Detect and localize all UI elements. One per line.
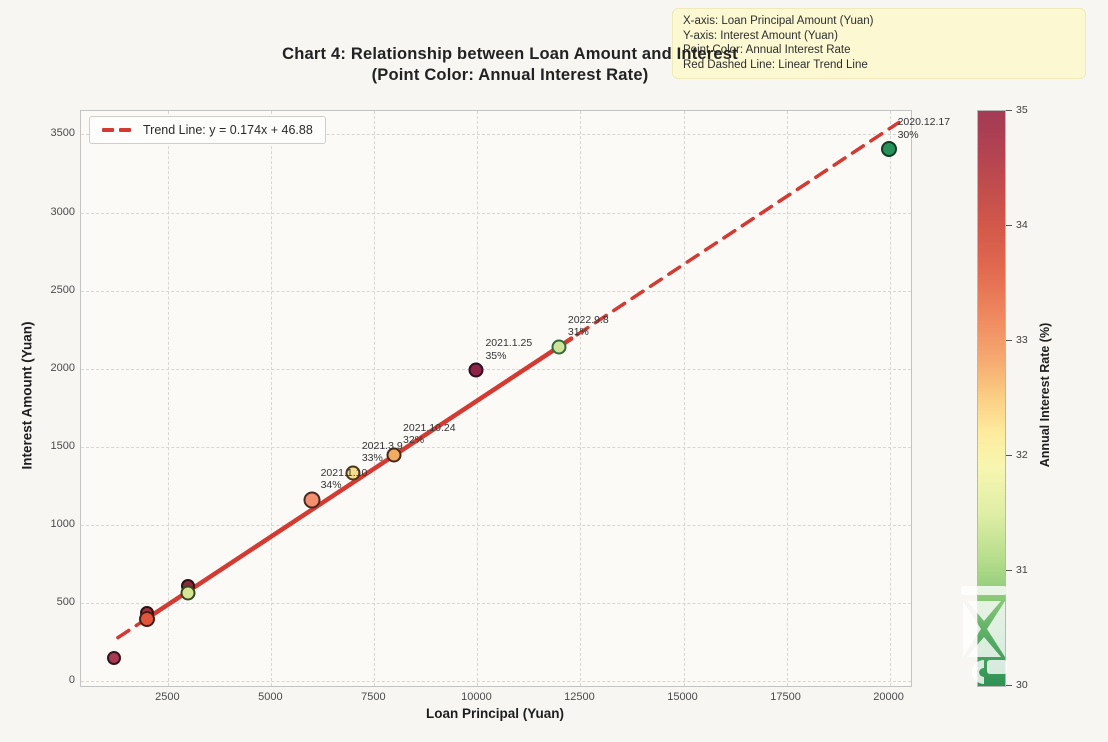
colorbar (977, 110, 1006, 687)
colorbar-tick (1006, 685, 1012, 686)
y-tick-label: 3500 (50, 127, 75, 140)
gridline-horizontal (81, 212, 911, 214)
colorbar-tick-label: 33 (1016, 334, 1028, 346)
annotation-date: 2022.9.8 (567, 313, 609, 326)
gridline-vertical (374, 111, 376, 686)
point-annotation: 2021.10.24 32% (403, 422, 456, 447)
info-line-yaxis: Y-axis: Interest Amount (Yuan) (683, 29, 838, 42)
gridline-vertical (271, 111, 273, 686)
trend-legend: Trend Line: y = 0.174x + 46.88 (89, 116, 326, 144)
plot-area: Trend Line: y = 0.174x + 46.88 (80, 110, 912, 687)
x-axis-label: Loan Principal (Yuan) (425, 706, 565, 721)
chart-title: Chart 4: Relationship between Loan Amoun… (60, 44, 960, 86)
trend-legend-label: Trend Line: y = 0.174x + 46.88 (143, 123, 313, 137)
annotation-date: 2021.1.10 (320, 466, 368, 479)
info-box: X-axis: Loan Principal Amount (Yuan) Y-a… (672, 8, 1086, 79)
gridline-horizontal (81, 525, 911, 527)
data-point (303, 491, 321, 509)
chart-title-line2: (Point Color: Annual Interest Rate) (371, 66, 649, 84)
gridline-vertical (580, 111, 582, 686)
point-annotation: 2021.1.25 35% (485, 337, 532, 362)
annotation-rate: 35% (485, 349, 507, 362)
y-tick-label: 2500 (50, 283, 75, 296)
colorbar-tick-label: 31 (1016, 564, 1028, 576)
y-tick-label: 0 (68, 674, 75, 687)
annotation-date: 2021.3.9 (361, 439, 403, 452)
colorbar-tick (1006, 455, 1012, 456)
info-line-pointcolor: Point Color: Annual Interest Rate (683, 44, 851, 56)
gridline-vertical (477, 111, 479, 686)
gridline-horizontal (81, 603, 911, 605)
y-tick-label: 3000 (50, 205, 75, 218)
colorbar-tick-label: 35 (1016, 104, 1028, 116)
annotation-rate: 30% (897, 128, 919, 141)
annotation-date: 2021.1.25 (485, 337, 533, 350)
point-annotation: 2021.3.9 33% (362, 440, 403, 465)
annotation-rate: 34% (320, 479, 342, 492)
point-annotation: 2022.9.8 31% (568, 314, 609, 339)
annotation-rate: 31% (567, 326, 589, 339)
gridline-horizontal (81, 368, 911, 370)
data-point (468, 362, 484, 378)
colorbar-tick (1006, 570, 1012, 571)
data-point (138, 610, 155, 627)
annotation-rate: 33% (361, 452, 383, 464)
annotation-date: 2020.12.17 (897, 116, 951, 129)
info-line-xaxis: X-axis: Loan Principal Amount (Yuan) (683, 15, 874, 27)
gridline-vertical (168, 111, 170, 686)
point-annotation: 2020.12.17 30% (898, 116, 951, 141)
colorbar-tick-label: 30 (1016, 679, 1028, 691)
colorbar-label: Annual Interest Rate (%) (1038, 322, 1052, 468)
data-point (551, 339, 567, 355)
x-tick-label: 5000 (258, 691, 283, 703)
x-tick-label: 17500 (770, 691, 801, 703)
colorbar-tick-label: 32 (1016, 449, 1028, 461)
x-tick-label: 12500 (564, 691, 595, 703)
y-tick-label: 1500 (50, 439, 75, 452)
point-annotation: 2021.1.10 34% (321, 467, 368, 492)
chart-title-line1: Chart 4: Relationship between Loan Amoun… (282, 45, 738, 63)
data-point (180, 585, 196, 601)
colorbar-tick (1006, 340, 1012, 341)
x-tick-label: 7500 (361, 691, 386, 703)
y-tick-label: 2000 (50, 361, 75, 374)
trend-dash-icon (102, 128, 114, 132)
y-tick-label: 1000 (50, 518, 75, 531)
data-point (880, 141, 897, 158)
y-axis-label: Interest Amount (Yuan) (19, 321, 35, 470)
x-tick-label: 2500 (155, 691, 180, 703)
gridline-vertical (683, 111, 685, 686)
annotation-rate: 32% (403, 434, 425, 447)
colorbar-tick (1006, 110, 1012, 111)
x-tick-label: 10000 (461, 691, 492, 703)
gridline-horizontal (81, 446, 911, 448)
gridline-horizontal (81, 681, 911, 683)
gridline-vertical (889, 111, 891, 686)
info-line-trendline: Red Dashed Line: Linear Trend Line (683, 58, 868, 71)
data-point (106, 651, 121, 666)
x-tick-label: 15000 (667, 691, 698, 703)
gridline-vertical (786, 111, 788, 686)
colorbar-tick (1006, 225, 1012, 226)
trend-dash-icon (119, 128, 131, 132)
annotation-date: 2021.10.24 (403, 421, 456, 434)
y-tick-label: 500 (56, 596, 75, 609)
gridline-horizontal (81, 290, 911, 292)
colorbar-tick-label: 34 (1016, 219, 1028, 231)
x-tick-label: 20000 (873, 691, 904, 703)
